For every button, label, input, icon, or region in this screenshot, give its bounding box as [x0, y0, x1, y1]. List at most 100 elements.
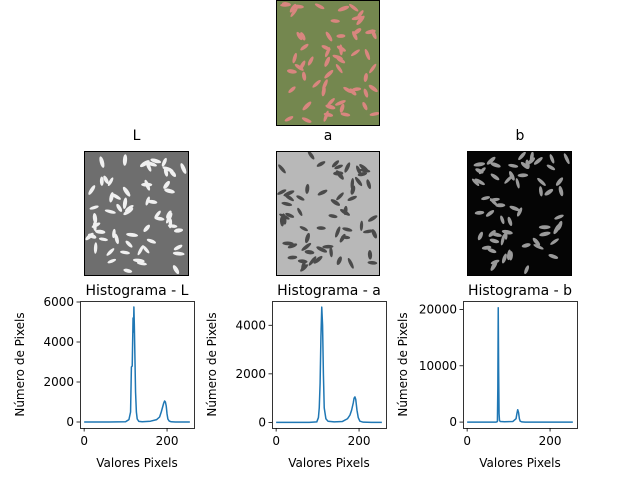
- y-tick-label: 4000: [43, 335, 74, 349]
- rice-grain: [490, 162, 501, 168]
- rice-grain: [489, 197, 500, 202]
- rice-grain: [282, 241, 294, 246]
- rice-grain: [555, 177, 564, 186]
- rice-grain: [304, 250, 315, 255]
- rice-grain: [537, 177, 546, 186]
- rice-grain: [325, 31, 333, 42]
- rice-grain: [356, 15, 365, 25]
- rice-grain: [290, 7, 298, 17]
- rice-grain: [111, 193, 121, 200]
- original-image-frame: [276, 0, 380, 126]
- rice-grain: [313, 255, 323, 264]
- x-tick-label: 200: [156, 434, 179, 448]
- rice-grain: [527, 157, 536, 165]
- rice-grain: [123, 268, 133, 273]
- rice-grain: [150, 158, 162, 164]
- rice-grain: [145, 196, 150, 206]
- rice-grain: [292, 4, 304, 9]
- rice-grain: [314, 3, 325, 10]
- rice-grain: [352, 31, 358, 41]
- image-title-b: b: [515, 128, 525, 144]
- rice-grain: [359, 220, 364, 231]
- rice-grain: [488, 230, 496, 237]
- rice-grain: [355, 165, 362, 175]
- rice-grain: [88, 185, 96, 195]
- rice-grain: [486, 156, 496, 165]
- rice-grain: [474, 210, 485, 215]
- rice-grain: [357, 10, 364, 18]
- rice-grain: [322, 244, 334, 249]
- rice-grain: [349, 3, 359, 12]
- rice-grain: [277, 189, 287, 195]
- rice-grain: [334, 164, 343, 170]
- rice-grain: [126, 232, 139, 237]
- rice-grain: [144, 179, 151, 191]
- y-tick-label: 0: [258, 415, 266, 429]
- b-channel-grains: [471, 151, 570, 275]
- rice-grain: [489, 238, 500, 244]
- rice-grain: [558, 185, 564, 197]
- rice-grain: [504, 174, 514, 184]
- rice-grain: [307, 151, 315, 160]
- rice-grain: [323, 112, 334, 117]
- x-axis-label: Valores Pixels: [479, 456, 560, 470]
- rice-grain: [285, 212, 295, 218]
- rice-grain: [172, 251, 185, 256]
- rice-grain: [288, 86, 296, 94]
- rice-grain: [307, 56, 314, 66]
- rice-grain: [544, 188, 554, 196]
- rice-grain: [507, 216, 513, 227]
- rice-grain: [107, 177, 114, 187]
- rice-grain: [173, 244, 183, 251]
- rice-grain: [286, 69, 297, 74]
- rice-grain: [515, 178, 520, 189]
- y-tick-label: 6000: [43, 295, 74, 309]
- rice-grain: [347, 195, 357, 201]
- rice-grain: [474, 178, 485, 186]
- rice-grain: [495, 203, 506, 208]
- rice-grain: [339, 233, 346, 243]
- rice-grain: [120, 250, 130, 255]
- rice-grain: [324, 69, 334, 79]
- rice-grain: [508, 251, 513, 261]
- rice-grain: [366, 179, 372, 190]
- rice-grain: [362, 101, 368, 111]
- rice-grain: [509, 205, 520, 212]
- rice-grain: [162, 166, 174, 172]
- rice-grain: [322, 79, 328, 90]
- x-tick-label: 200: [348, 434, 371, 448]
- rice-grain: [172, 265, 180, 275]
- rice-grain: [553, 223, 561, 235]
- original-image-grains: [280, 2, 380, 123]
- y-tick-label: 2000: [43, 375, 74, 389]
- rice-grain: [99, 156, 105, 168]
- rice-grain: [342, 227, 353, 232]
- rice-grain: [143, 224, 151, 232]
- histogram-series-line: [276, 306, 382, 424]
- rice-grain: [481, 245, 492, 250]
- rice-grain: [330, 19, 340, 23]
- rice-grain: [122, 197, 128, 209]
- rice-grain: [533, 157, 543, 165]
- rice-grain: [278, 164, 286, 174]
- x-tick-label: 0: [80, 434, 88, 448]
- rice-grain: [305, 183, 310, 194]
- rice-grain: [343, 86, 353, 94]
- rice-grain: [336, 34, 346, 38]
- rice-grain: [154, 210, 161, 219]
- histogram-series-line: [84, 306, 190, 423]
- rice-grain: [521, 243, 531, 248]
- rice-grain: [546, 164, 556, 171]
- rice-grain: [367, 260, 378, 265]
- rice-grain: [300, 43, 309, 51]
- rice-grain: [508, 163, 519, 168]
- rice-grain: [104, 209, 116, 214]
- rice-grain: [281, 201, 293, 207]
- rice-grain: [518, 151, 526, 161]
- rice-grain: [539, 231, 551, 237]
- rice-grain: [146, 161, 157, 167]
- rice-grain: [180, 163, 187, 174]
- rice-grain: [283, 190, 295, 197]
